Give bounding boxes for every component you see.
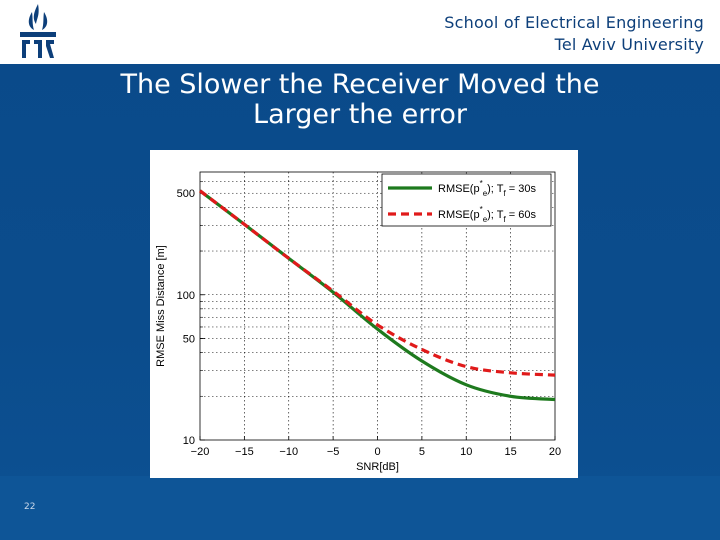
legend-label-1: RMSE(p*e); Tf = 30s [438, 179, 536, 198]
legend-label-part: = 60s [506, 209, 537, 221]
y-tick-label: 50 [183, 333, 195, 345]
x-tick-label: −5 [327, 446, 340, 458]
page-number: 22 [24, 502, 36, 512]
x-tick-label: 10 [460, 446, 472, 458]
x-tick-label: 0 [374, 446, 380, 458]
y-tick-label: 500 [177, 188, 195, 200]
legend-label-part: ); T [487, 209, 504, 221]
legend-label-part: e [483, 215, 488, 224]
legend-label-part: = 30s [506, 183, 537, 195]
series-layer [199, 189, 556, 402]
footer-band [0, 476, 720, 540]
logo-bar [20, 32, 56, 37]
legend-box [381, 173, 552, 227]
chart-figure: −20 −15 −10 −5 0 5 10 15 20 10 50 100 500 RMSE(p*e);… [150, 150, 578, 478]
university-logo [20, 4, 56, 58]
y-tick-label: 10 [183, 435, 195, 447]
legend-label-part: RMSE(p [438, 183, 480, 195]
legend-label-part: ); T [487, 183, 504, 195]
x-tick-label: 15 [505, 446, 517, 458]
header-band: School of Electrical Engineering Tel Avi… [0, 0, 720, 64]
logo-flame-right [42, 12, 48, 30]
x-tick-label: −20 [191, 446, 210, 458]
slide-title-line1: The Slower the Receiver Moved the [120, 69, 600, 100]
legend-label-part: e [483, 189, 488, 198]
slide-title: The Slower the Receiver Moved the Larger… [0, 70, 720, 130]
legend-label-part: f [503, 189, 506, 198]
x-tick-label: −10 [279, 446, 298, 458]
y-tick-label: 100 [177, 290, 195, 302]
series-line-2 [199, 189, 556, 377]
legend-label-part: * [480, 179, 483, 188]
tick-layer: −20 −15 −10 −5 0 5 10 15 20 10 50 100 500 [177, 181, 561, 458]
logo-letters [22, 40, 54, 58]
university-name: Tel Aviv University [554, 35, 704, 54]
legend-label-2: RMSE(p*e); Tf = 60s [438, 205, 536, 224]
logo-flame [33, 4, 39, 24]
school-name: School of Electrical Engineering [444, 13, 704, 32]
legend-label-part: * [480, 205, 483, 214]
x-tick-label: 5 [419, 446, 425, 458]
school-title: School of Electrical Engineering Tel Avi… [444, 12, 704, 56]
y-axis-label: RMSE Miss Distance [m] [155, 245, 167, 367]
legend-label-part: RMSE(p [438, 209, 480, 221]
x-tick-label: 20 [549, 446, 561, 458]
legend-label-part: f [503, 215, 506, 224]
slide-title-line2: Larger the error [253, 99, 467, 130]
x-tick-label: −15 [235, 446, 254, 458]
x-axis-label: SNR[dB] [356, 461, 399, 473]
logo-flame-left [28, 12, 34, 30]
